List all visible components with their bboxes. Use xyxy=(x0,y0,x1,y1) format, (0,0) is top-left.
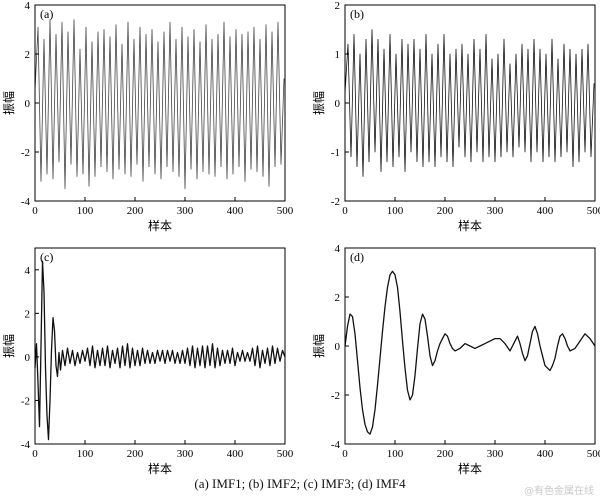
x-tick-label: 200 xyxy=(127,448,144,460)
panel-label: (b) xyxy=(350,7,364,21)
x-tick-label: 300 xyxy=(177,205,194,217)
x-tick-label: 400 xyxy=(537,448,554,460)
y-axis-label: 振幅 xyxy=(311,91,326,115)
y-tick-label: -2 xyxy=(21,147,30,159)
y-tick-label: 0 xyxy=(335,341,341,353)
x-tick-label: 100 xyxy=(77,448,94,460)
x-axis-label: 样本 xyxy=(458,461,482,475)
x-tick-label: 300 xyxy=(487,205,504,217)
figure-caption: (a) IMF1; (b) IMF2; (c) IMF3; (d) IMF4 xyxy=(194,476,406,491)
x-axis-label: 样本 xyxy=(148,461,172,475)
y-axis-label: 振幅 xyxy=(311,334,326,358)
y-tick-label: 2 xyxy=(335,292,341,304)
series-line-2 xyxy=(34,260,286,441)
y-tick-label: -2 xyxy=(331,196,340,208)
x-tick-label: 100 xyxy=(387,448,404,460)
y-tick-label: 0 xyxy=(335,98,341,110)
x-tick-label: 0 xyxy=(32,205,38,217)
watermark: @有色金属在线 xyxy=(524,486,594,497)
y-tick-label: 2 xyxy=(335,0,341,12)
x-tick-label: 500 xyxy=(277,205,294,217)
x-tick-label: 500 xyxy=(587,448,600,460)
x-tick-label: 0 xyxy=(342,448,348,460)
panel-label: (d) xyxy=(350,250,364,264)
y-tick-label: 0 xyxy=(25,352,31,364)
y-tick-label: 0 xyxy=(25,98,31,110)
x-tick-label: 500 xyxy=(587,205,600,217)
y-tick-label: -4 xyxy=(21,196,31,208)
x-axis-label: 样本 xyxy=(148,218,172,233)
x-tick-label: 500 xyxy=(277,448,294,460)
x-tick-label: 100 xyxy=(387,205,404,217)
y-tick-label: 4 xyxy=(25,265,31,277)
x-tick-label: 0 xyxy=(342,205,348,217)
x-tick-label: 0 xyxy=(32,448,38,460)
panel-label: (c) xyxy=(40,250,53,264)
x-tick-label: 300 xyxy=(177,448,194,460)
x-tick-label: 400 xyxy=(537,205,554,217)
y-tick-label: -2 xyxy=(331,390,340,402)
x-tick-label: 200 xyxy=(437,448,454,460)
y-tick-label: 1 xyxy=(335,49,341,61)
series-line-1 xyxy=(344,29,595,177)
y-tick-label: 4 xyxy=(335,243,341,255)
x-tick-label: 300 xyxy=(487,448,504,460)
y-axis-label: 振幅 xyxy=(1,334,16,358)
x-tick-label: 200 xyxy=(437,205,454,217)
y-axis-label: 振幅 xyxy=(1,91,16,115)
y-tick-label: 4 xyxy=(25,0,31,12)
series-line-0 xyxy=(34,19,285,190)
y-tick-label: -4 xyxy=(331,439,341,451)
x-tick-label: 100 xyxy=(77,205,94,217)
series-line-3 xyxy=(344,270,596,435)
x-tick-label: 200 xyxy=(127,205,144,217)
y-tick-label: 2 xyxy=(25,308,31,320)
y-tick-label: -1 xyxy=(331,147,340,159)
panel-label: (a) xyxy=(40,7,53,21)
y-tick-label: -4 xyxy=(21,439,31,451)
x-tick-label: 400 xyxy=(227,205,244,217)
plot-frame-2 xyxy=(34,247,286,445)
y-tick-label: -2 xyxy=(21,395,30,407)
x-axis-label: 样本 xyxy=(458,218,482,233)
x-tick-label: 400 xyxy=(227,448,244,460)
y-tick-label: 2 xyxy=(25,49,31,61)
